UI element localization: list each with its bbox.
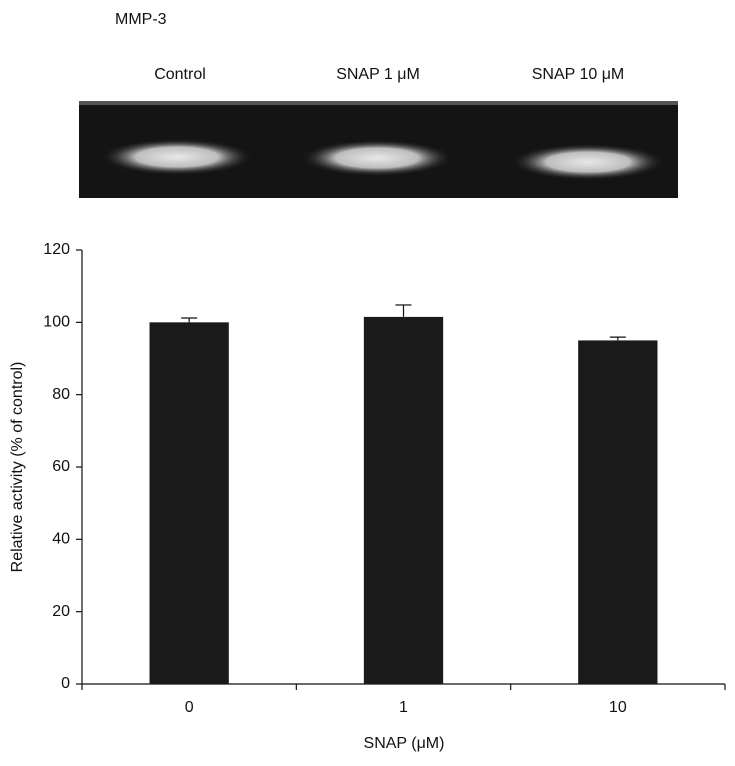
y-tick-label: 0: [61, 675, 70, 692]
gel-edge: [79, 101, 678, 105]
gel-band: [102, 139, 252, 175]
y-axis-label: Relative activity (% of control): [9, 362, 26, 573]
lane-label: SNAP 10 μM: [532, 66, 625, 83]
y-tick-label: 40: [52, 531, 70, 548]
lane-label: Control: [154, 66, 206, 83]
gel-band: [512, 144, 664, 180]
bar: [149, 322, 229, 684]
x-tick-label: 1: [399, 699, 408, 716]
y-tick-label: 20: [52, 603, 70, 620]
x-axis-label: SNAP (μM): [364, 735, 445, 752]
y-tick-label: 60: [52, 458, 70, 475]
gel-title: MMP-3: [115, 11, 167, 28]
bar: [578, 340, 658, 684]
y-tick-label: 120: [43, 241, 70, 258]
gel-band: [302, 140, 452, 176]
x-tick-label: 10: [609, 699, 627, 716]
x-tick-label: 0: [185, 699, 194, 716]
bar: [363, 316, 444, 684]
lane-label: SNAP 1 μM: [336, 66, 420, 83]
y-tick-label: 100: [43, 314, 70, 331]
y-tick-label: 80: [52, 386, 70, 403]
